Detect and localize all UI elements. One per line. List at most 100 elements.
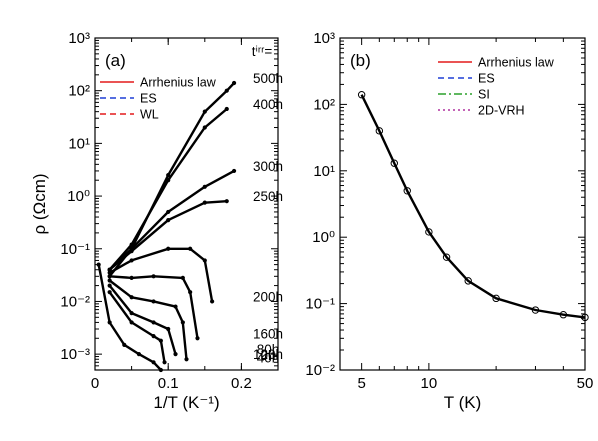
data-point <box>129 295 134 300</box>
legend-label: 2D-VRH <box>478 104 525 118</box>
data-point <box>122 342 127 347</box>
data-point <box>188 246 193 251</box>
data-point <box>195 336 200 341</box>
data-point <box>531 306 540 314</box>
series-line-200h <box>109 247 214 302</box>
data-point <box>166 178 171 183</box>
data-point <box>210 299 215 304</box>
legend-label: SI <box>478 88 490 102</box>
y-tick-label: 10⁰ <box>312 229 335 246</box>
data-point <box>151 320 156 325</box>
x-tick-label: 0.2 <box>231 375 252 392</box>
y-tick-label: 10⁰ <box>67 188 90 205</box>
data-point <box>151 299 156 304</box>
data-point <box>107 274 112 279</box>
data-point <box>403 187 411 195</box>
data-point <box>166 209 171 215</box>
data-point <box>162 360 167 365</box>
data-point <box>151 360 156 365</box>
data-point <box>166 326 171 332</box>
irradiation-time-label: 0h <box>260 348 275 363</box>
x-tick-label: 5 <box>357 375 365 392</box>
data-point <box>442 253 451 261</box>
data-point <box>107 283 112 288</box>
data-point <box>173 304 178 309</box>
data-point <box>231 80 237 86</box>
data-point <box>390 159 398 167</box>
data-point <box>559 311 568 319</box>
data-point <box>202 109 207 114</box>
data-point <box>107 290 112 295</box>
data-point <box>180 320 185 325</box>
data-point <box>224 106 229 112</box>
x-axis-label: 1/T (K⁻¹) <box>153 393 219 412</box>
data-point <box>158 367 163 373</box>
irradiation-time-label: 300h <box>253 159 283 174</box>
panel-b: 10⁻² 10⁻¹ 10⁰ 10¹ 10² 10³ 5 10 50 T (K) (b) Arrheni… <box>305 30 593 412</box>
data-point <box>492 294 500 303</box>
data-point <box>107 320 112 325</box>
irradiation-time-label: 200h <box>253 289 283 304</box>
legend-label: Arrhenius law <box>478 56 555 70</box>
data-point <box>166 173 171 178</box>
panel-label: (a) <box>105 51 126 70</box>
data-point <box>224 88 229 93</box>
data-point <box>129 320 134 325</box>
data-point <box>129 242 134 247</box>
y-tick-label: 10³ <box>68 30 90 47</box>
legend-label: ES <box>140 92 157 106</box>
y-tick-label: 10¹ <box>68 135 90 152</box>
series-line-400h <box>108 108 228 271</box>
data-point <box>129 258 134 263</box>
y-tick-label: 10⁻¹ <box>305 296 335 313</box>
plot-frame <box>339 37 586 371</box>
data-point <box>224 199 229 204</box>
data-point <box>107 270 112 275</box>
data-point <box>151 333 156 339</box>
series-line-120h <box>108 279 188 360</box>
data-point <box>96 262 101 267</box>
irradiation-time-label: 40h <box>257 350 280 365</box>
data-point <box>202 258 207 263</box>
data-point <box>202 125 207 130</box>
y-tick-label: 10⁻² <box>305 362 335 379</box>
y-tick-label: 10⁻¹ <box>60 241 90 258</box>
data-point <box>136 352 142 357</box>
data-point <box>129 275 134 280</box>
y-axis-label: ρ (Ωcm) <box>30 173 49 234</box>
x-axis-label: T (K) <box>444 393 481 412</box>
data-point <box>375 127 384 135</box>
data-point <box>129 311 134 316</box>
data-point <box>464 277 472 285</box>
legend-label: Arrhenius law <box>140 76 217 90</box>
irradiation-time-label: 160h <box>253 326 283 341</box>
y-tick-label: 10³ <box>313 30 335 47</box>
irradiation-time-label: 400h <box>253 97 283 112</box>
data-point <box>188 290 193 295</box>
data-point <box>581 313 589 322</box>
data-point <box>158 338 163 343</box>
data-point <box>151 274 156 279</box>
series-line-data <box>360 94 586 319</box>
data-point <box>180 275 185 280</box>
data-point <box>357 90 366 99</box>
legend-label: ES <box>478 72 495 86</box>
legend-label: WL <box>140 108 159 122</box>
x-tick-label: 10 <box>421 375 438 392</box>
y-tick-label: 10² <box>313 96 335 113</box>
panel-label: (b) <box>350 51 371 70</box>
y-tick-label: 10⁻² <box>60 293 90 310</box>
series-line-160h <box>109 275 199 339</box>
data-point <box>202 184 207 189</box>
panel-a: 10⁻³ 10⁻² 10⁻¹ 10⁰ 10¹ 10² 10³ 0 0.1 0.2 1/T (K⁻¹)… <box>30 30 283 412</box>
data-point <box>129 249 134 254</box>
irradiation-time-label: 500h <box>253 71 283 86</box>
data-point <box>166 246 171 251</box>
x-tick-label: 0.1 <box>158 375 179 392</box>
x-tick-label: 50 <box>577 375 594 392</box>
data-point <box>231 168 237 174</box>
data-point <box>425 228 433 236</box>
y-tick-label: 10¹ <box>313 163 335 180</box>
data-point <box>202 200 207 205</box>
